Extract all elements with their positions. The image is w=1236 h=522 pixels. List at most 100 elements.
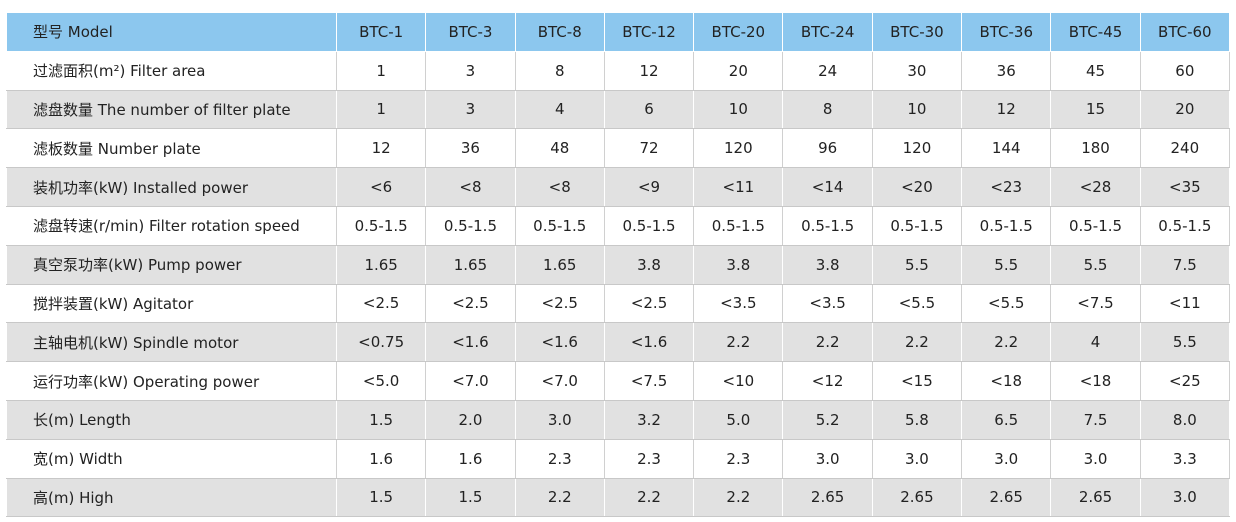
row-label-cell: 装机功率(kW) Installed power bbox=[6, 167, 337, 207]
row-label-cell: 过滤面积(m²) Filter area bbox=[6, 50, 337, 91]
table-row: 搅拌装置(kW) Agitator <2.5 <2.5 <2.5 <2.5 <3.5 <3.… bbox=[6, 283, 1231, 324]
value-cell: 3.0 bbox=[782, 438, 873, 479]
value-cell: <35 bbox=[1139, 167, 1231, 207]
value-cell: <1.6 bbox=[514, 322, 605, 363]
value-cell: 2.65 bbox=[871, 477, 963, 518]
value-cell: <1.6 bbox=[603, 322, 695, 363]
value-cell: 0.5-1.5 bbox=[335, 205, 427, 246]
value-cell: 2.3 bbox=[514, 438, 605, 479]
value-cell: 1.6 bbox=[425, 438, 516, 479]
table-header-row: 型号 Model BTC-1 BTC-3 BTC-8 BTC-12 BTC-20… bbox=[6, 12, 1231, 52]
value-cell: 1.65 bbox=[425, 244, 516, 285]
value-cell: 12 bbox=[335, 128, 427, 169]
value-cell: 120 bbox=[871, 128, 963, 169]
value-cell: 3 bbox=[425, 89, 516, 130]
table-row: 滤盘转速(r/min) Filter rotation speed 0.5-1.5… bbox=[6, 205, 1231, 246]
value-cell: 3.0 bbox=[961, 438, 1052, 479]
spec-table: 型号 Model BTC-1 BTC-3 BTC-8 BTC-12 BTC-20… bbox=[6, 12, 1231, 518]
value-cell: <7.0 bbox=[514, 361, 605, 401]
table-row: 装机功率(kW) Installed power <6 <8 <8 <9 <11 <14 <2… bbox=[6, 167, 1231, 207]
value-cell: 2.2 bbox=[782, 322, 873, 363]
value-cell: 4 bbox=[514, 89, 605, 130]
value-cell: 8.0 bbox=[1139, 399, 1231, 440]
value-cell: 3.0 bbox=[1050, 438, 1141, 479]
header-model-cell: BTC-1 bbox=[335, 12, 427, 52]
table-row: 真空泵功率(kW) Pump power 1.65 1.65 1.65 3.8 3.8 3.… bbox=[6, 244, 1231, 285]
value-cell: 1.65 bbox=[514, 244, 605, 285]
value-cell: 0.5-1.5 bbox=[871, 205, 963, 246]
value-cell: 20 bbox=[693, 50, 784, 91]
row-label-cell: 主轴电机(kW) Spindle motor bbox=[6, 322, 337, 363]
value-cell: 15 bbox=[1050, 89, 1141, 130]
value-cell: <1.6 bbox=[425, 322, 516, 363]
value-cell: 36 bbox=[961, 50, 1052, 91]
value-cell: 144 bbox=[961, 128, 1052, 169]
value-cell: <12 bbox=[782, 361, 873, 401]
value-cell: 0.5-1.5 bbox=[1139, 205, 1231, 246]
header-model-cell: BTC-8 bbox=[514, 12, 605, 52]
value-cell: <7.0 bbox=[425, 361, 516, 401]
value-cell: <10 bbox=[693, 361, 784, 401]
value-cell: 2.2 bbox=[514, 477, 605, 518]
table-row: 过滤面积(m²) Filter area 1 3 8 12 20 24 30 36 45 60 bbox=[6, 50, 1231, 91]
value-cell: 5.5 bbox=[1139, 322, 1231, 363]
value-cell: <25 bbox=[1139, 361, 1231, 401]
row-label-cell: 滤盘数量 The number of filter plate bbox=[6, 89, 337, 130]
table-row: 宽(m) Width 1.6 1.6 2.3 2.3 2.3 3.0 3.0 3.0 3.0 3.3 bbox=[6, 438, 1231, 479]
value-cell: 60 bbox=[1139, 50, 1231, 91]
value-cell: 4 bbox=[1050, 322, 1141, 363]
value-cell: 2.65 bbox=[961, 477, 1052, 518]
value-cell: 6 bbox=[603, 89, 695, 130]
value-cell: 0.5-1.5 bbox=[603, 205, 695, 246]
value-cell: <2.5 bbox=[514, 283, 605, 324]
table-row: 滤盘数量 The number of filter plate 1 3 4 6 10 8 10… bbox=[6, 89, 1231, 130]
value-cell: 2.0 bbox=[425, 399, 516, 440]
table-row: 运行功率(kW) Operating power <5.0 <7.0 <7.0 <7.5… bbox=[6, 361, 1231, 401]
value-cell: 2.2 bbox=[871, 322, 963, 363]
value-cell: 12 bbox=[961, 89, 1052, 130]
value-cell: 5.5 bbox=[871, 244, 963, 285]
value-cell: <7.5 bbox=[1050, 283, 1141, 324]
table-body: 过滤面积(m²) Filter area 1 3 8 12 20 24 30 36 45 60 滤盘数… bbox=[6, 50, 1231, 518]
value-cell: 8 bbox=[514, 50, 605, 91]
value-cell: <5.5 bbox=[961, 283, 1052, 324]
value-cell: <28 bbox=[1050, 167, 1141, 207]
value-cell: 48 bbox=[514, 128, 605, 169]
value-cell: 10 bbox=[871, 89, 963, 130]
header-label-cell: 型号 Model bbox=[6, 12, 337, 52]
value-cell: <9 bbox=[603, 167, 695, 207]
value-cell: <7.5 bbox=[603, 361, 695, 401]
value-cell: 2.2 bbox=[693, 322, 784, 363]
value-cell: <18 bbox=[1050, 361, 1141, 401]
value-cell: 24 bbox=[782, 50, 873, 91]
header-model-cell: BTC-45 bbox=[1050, 12, 1141, 52]
value-cell: 3.0 bbox=[1139, 477, 1231, 518]
value-cell: 5.2 bbox=[782, 399, 873, 440]
value-cell: <3.5 bbox=[782, 283, 873, 324]
row-label-cell: 搅拌装置(kW) Agitator bbox=[6, 283, 337, 324]
value-cell: 6.5 bbox=[961, 399, 1052, 440]
value-cell: 0.5-1.5 bbox=[1050, 205, 1141, 246]
value-cell: 3.0 bbox=[514, 399, 605, 440]
value-cell: 180 bbox=[1050, 128, 1141, 169]
value-cell: 30 bbox=[871, 50, 963, 91]
row-label-cell: 长(m) Length bbox=[6, 399, 337, 440]
value-cell: 0.5-1.5 bbox=[693, 205, 784, 246]
value-cell: 5.5 bbox=[961, 244, 1052, 285]
value-cell: <8 bbox=[514, 167, 605, 207]
value-cell: 2.3 bbox=[603, 438, 695, 479]
value-cell: <2.5 bbox=[425, 283, 516, 324]
value-cell: 0.5-1.5 bbox=[961, 205, 1052, 246]
value-cell: 20 bbox=[1139, 89, 1231, 130]
value-cell: 3.2 bbox=[603, 399, 695, 440]
value-cell: 45 bbox=[1050, 50, 1141, 91]
table-row: 滤板数量 Number plate 12 36 48 72 120 96 120 144 180 2… bbox=[6, 128, 1231, 169]
row-label-cell: 运行功率(kW) Operating power bbox=[6, 361, 337, 401]
value-cell: <15 bbox=[871, 361, 963, 401]
row-label-cell: 滤盘转速(r/min) Filter rotation speed bbox=[6, 205, 337, 246]
value-cell: 1.5 bbox=[335, 399, 427, 440]
value-cell: 0.5-1.5 bbox=[782, 205, 873, 246]
table-row: 高(m) High 1.5 1.5 2.2 2.2 2.2 2.65 2.65 2.65 2.65… bbox=[6, 477, 1231, 518]
value-cell: 96 bbox=[782, 128, 873, 169]
header-model-cell: BTC-36 bbox=[961, 12, 1052, 52]
